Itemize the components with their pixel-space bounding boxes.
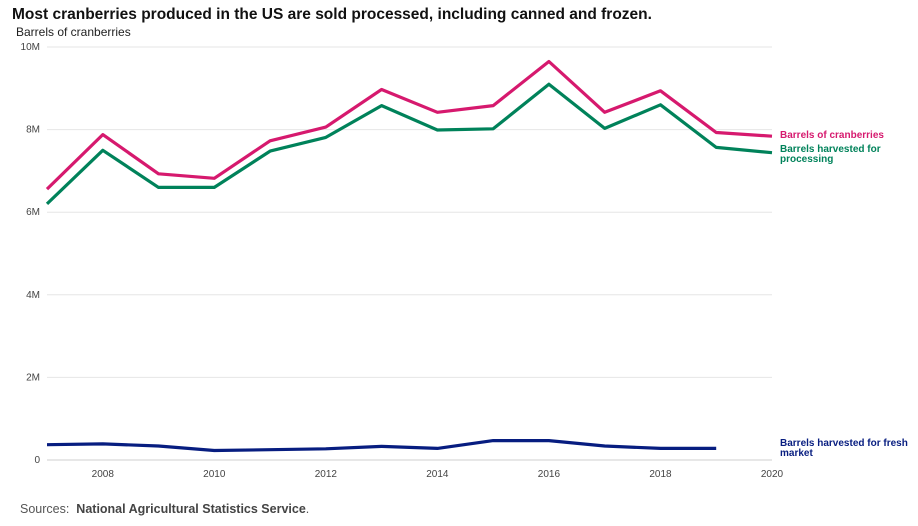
x-tick-labels: 2008 2010 2012 2014 2016 2018 2020 — [92, 469, 784, 480]
source-suffix: . — [305, 502, 310, 516]
y-tick-label: 6M — [26, 207, 40, 218]
series-line-2 — [45, 82, 773, 206]
series-label-cranberries: Barrels of cranberries — [780, 130, 884, 141]
y-tick-label: 4M — [26, 290, 40, 301]
y-tick-label: 10M — [21, 42, 40, 53]
series-label-fresh-market-cont: market — [780, 448, 813, 459]
series-line-1 — [45, 59, 773, 191]
x-tick-label: 2008 — [92, 469, 115, 480]
chart-title: Most cranberries produced in the US are … — [12, 6, 652, 23]
series-label-processing: Barrels harvested for — [780, 144, 881, 155]
series-line-3 — [46, 439, 717, 453]
y-axis-label: Barrels of cranberries — [16, 25, 131, 39]
y-tick-label: 2M — [26, 372, 40, 383]
x-tick-label: 2010 — [203, 469, 226, 480]
y-tick-labels: 0 2M 4M 6M 8M 10M — [21, 42, 41, 466]
gridlines — [47, 46, 772, 461]
x-tick-label: 2016 — [538, 469, 561, 480]
source-prefix: Sources: — [20, 502, 70, 516]
x-tick-label: 2012 — [315, 469, 338, 480]
series-labels: Barrels of cranberries Barrels harvested… — [780, 130, 908, 459]
source-name: National Agricultural Statistics Service — [76, 502, 306, 516]
source-note: Sources: National Agricultural Statistic… — [20, 502, 309, 516]
series-label-fresh-market: Barrels harvested for fresh — [780, 438, 908, 449]
y-tick-label: 0 — [34, 455, 40, 466]
x-tick-label: 2014 — [426, 469, 449, 480]
series-lines — [45, 59, 773, 453]
series-label-processing-cont: processing — [780, 154, 833, 165]
y-tick-label: 8M — [26, 125, 40, 136]
x-tick-label: 2018 — [649, 469, 672, 480]
x-tick-label: 2020 — [761, 469, 784, 480]
